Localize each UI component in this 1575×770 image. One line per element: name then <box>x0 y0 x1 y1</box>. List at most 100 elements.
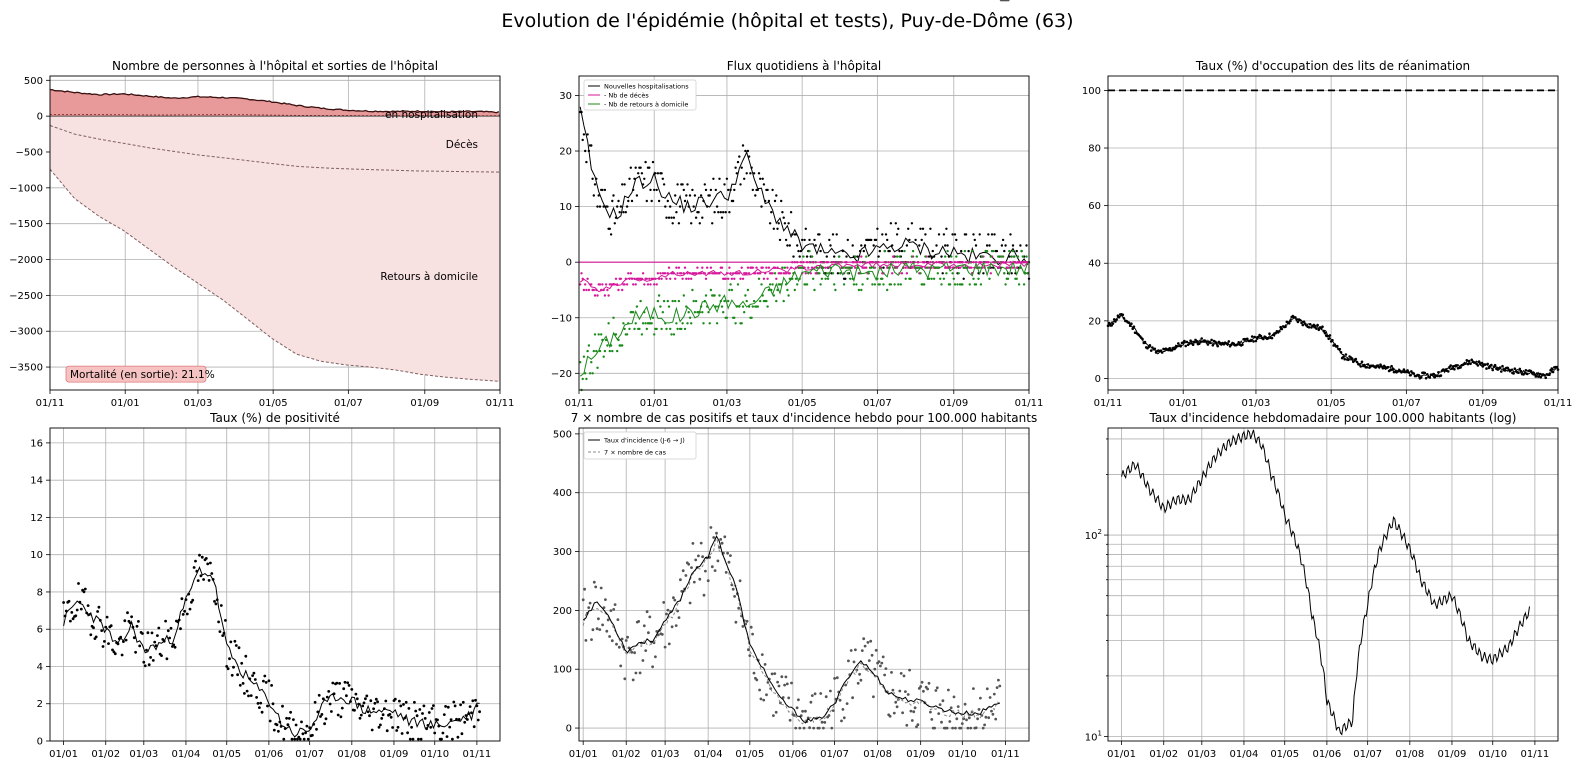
point-positivite <box>243 692 246 695</box>
point-positivite <box>391 726 394 729</box>
point-2 <box>587 344 591 347</box>
y-tick-label: 500 <box>24 76 43 87</box>
point-occupation <box>1401 370 1404 373</box>
point-0 <box>760 205 763 208</box>
point-positivite <box>165 657 169 661</box>
point-0 <box>788 244 791 247</box>
point-cas <box>894 700 898 704</box>
y-tick-label: 40 <box>1088 259 1101 270</box>
point-positivite <box>105 615 109 619</box>
point-0 <box>584 149 587 153</box>
point-occupation <box>1257 335 1260 339</box>
point-2 <box>603 349 607 353</box>
point-2 <box>773 272 777 275</box>
point-1 <box>755 266 758 269</box>
point-positivite <box>374 697 378 701</box>
point-cas <box>738 579 742 583</box>
point-cas <box>827 714 831 717</box>
point-2 <box>953 283 957 286</box>
point-positivite <box>313 700 317 704</box>
point-cas <box>954 726 957 730</box>
point-cas <box>667 642 671 646</box>
point-0 <box>990 233 994 236</box>
point-positivite <box>172 643 176 647</box>
point-occupation <box>1226 342 1229 345</box>
point-positivite <box>327 690 331 693</box>
point-positivite <box>214 602 218 606</box>
point-0 <box>974 244 978 247</box>
point-0 <box>889 222 893 225</box>
point-cas <box>677 616 681 619</box>
point-0 <box>845 255 848 258</box>
label-retours: Retours à domicile <box>380 271 478 283</box>
point-cas <box>638 671 642 675</box>
point-2 <box>889 283 893 286</box>
point-2 <box>936 272 939 275</box>
point-2 <box>611 349 614 353</box>
point-positivite <box>204 557 208 560</box>
point-1 <box>701 266 704 269</box>
y-tick-label: 30 <box>559 91 572 102</box>
point-0 <box>967 249 970 253</box>
point-2 <box>683 327 687 331</box>
point-cas <box>785 682 789 686</box>
point-occupation <box>1428 376 1432 379</box>
point-positivite <box>71 617 75 621</box>
point-positivite <box>364 697 367 701</box>
point-occupation <box>1366 363 1370 366</box>
point-positivite <box>442 713 446 716</box>
point-2 <box>1021 255 1024 258</box>
point-2 <box>639 299 642 303</box>
point-cas <box>690 566 693 569</box>
point-occupation <box>1121 313 1125 317</box>
point-0 <box>676 183 679 186</box>
point-occupation <box>1491 368 1494 372</box>
point-cas <box>937 712 941 715</box>
legend-label: Nouvelles hospitalisations <box>604 83 689 91</box>
point-positivite <box>113 652 117 656</box>
point-occupation <box>1537 375 1540 378</box>
point-2 <box>1003 272 1006 275</box>
point-cas <box>660 633 664 636</box>
point-0 <box>1000 244 1004 247</box>
point-occupation <box>1551 370 1555 374</box>
point-0 <box>796 244 799 247</box>
point-cas <box>908 668 911 672</box>
point-occupation <box>1524 369 1528 372</box>
point-1 <box>592 288 595 292</box>
point-positivite <box>79 607 83 611</box>
point-2 <box>988 277 991 280</box>
point-0 <box>590 144 593 147</box>
point-cas <box>806 716 810 720</box>
point-2 <box>760 283 763 286</box>
point-occupation <box>1268 332 1271 336</box>
point-positivite <box>315 727 318 731</box>
point-occupation <box>1216 344 1219 348</box>
point-2 <box>805 283 809 286</box>
point-0 <box>985 244 989 247</box>
point-positivite <box>472 725 476 729</box>
point-0 <box>734 166 737 169</box>
point-cas <box>591 628 595 632</box>
point-positivite <box>173 645 177 649</box>
point-2 <box>932 277 936 280</box>
point-cas <box>929 710 932 714</box>
point-0 <box>681 183 684 186</box>
point-positivite <box>126 611 129 615</box>
point-cas <box>819 692 823 695</box>
point-2 <box>940 283 943 286</box>
point-2 <box>579 361 582 364</box>
x-tick-label: 01/09 <box>939 398 968 409</box>
point-0 <box>622 211 625 214</box>
point-2 <box>944 255 947 258</box>
point-positivite <box>230 673 234 677</box>
point-2 <box>881 277 884 280</box>
point-cas <box>687 562 691 566</box>
point-occupation <box>1193 340 1196 344</box>
panel-title: Nombre de personnes à l'hôpital et sorti… <box>112 59 438 73</box>
point-0 <box>674 194 677 197</box>
point-0 <box>878 249 881 253</box>
panel-flux: Flux quotidiens à l'hôpital 01/11 01/01 01/… <box>551 59 1044 409</box>
point-cas <box>992 692 996 696</box>
point-0 <box>645 199 648 203</box>
